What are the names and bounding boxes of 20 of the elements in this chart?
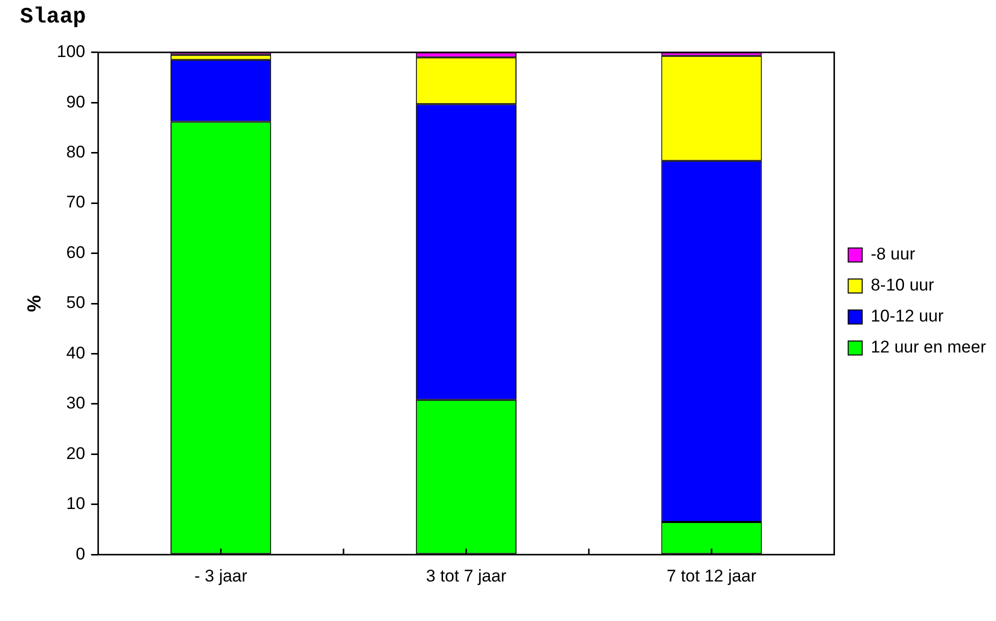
legend-label: -8 uur bbox=[870, 244, 916, 264]
y-tick-label: 100 bbox=[56, 42, 86, 62]
y-tick-label: 80 bbox=[66, 142, 86, 162]
y-tick-label: 0 bbox=[76, 544, 86, 564]
y-axis-title: % bbox=[24, 294, 46, 312]
x-tick-label: 7 tot 12 jaar bbox=[666, 566, 757, 586]
y-tick-label: 20 bbox=[66, 444, 86, 463]
y-tick-label: 30 bbox=[66, 394, 86, 413]
legend-label: 8-10 uur bbox=[870, 276, 934, 295]
y-tick-label: 40 bbox=[66, 343, 86, 362]
y-tick-label: 90 bbox=[66, 92, 86, 112]
y-tick-label: 10 bbox=[66, 494, 86, 514]
y-tick-label: 70 bbox=[66, 192, 86, 212]
legend-label: 10-12 uur bbox=[870, 306, 944, 326]
legend-label: 12 uur en meer bbox=[870, 338, 986, 357]
x-tick-label: 3 tot 7 jaar bbox=[426, 566, 507, 586]
y-tick-label: 60 bbox=[66, 242, 86, 262]
y-tick-label: 50 bbox=[66, 293, 86, 312]
x-tick-label: - 3 jaar bbox=[194, 566, 248, 586]
chart-title: Slaap bbox=[20, 4, 86, 30]
